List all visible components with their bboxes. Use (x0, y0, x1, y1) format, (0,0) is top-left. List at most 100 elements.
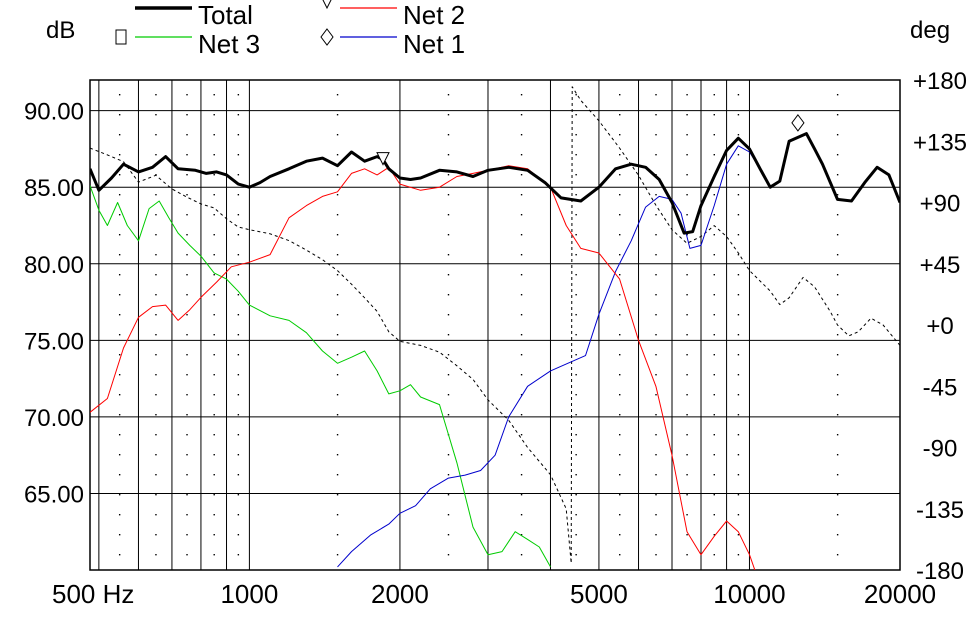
grid-dot (836, 434, 839, 436)
grid-dot (118, 354, 121, 356)
grid-dot (336, 314, 339, 316)
grid-dot (237, 414, 240, 416)
grid-dot (655, 274, 657, 276)
grid-dot (619, 314, 621, 316)
grid-dot (737, 234, 740, 236)
grid-dot (237, 114, 240, 116)
grid-dot (336, 174, 339, 176)
grid-dot (836, 274, 839, 276)
grid-dot (447, 534, 450, 536)
grid-dot (619, 514, 621, 516)
grid-dot (336, 194, 339, 196)
grid-dot (520, 474, 523, 476)
grid-dot (619, 234, 621, 236)
grid-dot (655, 134, 657, 136)
grid-dot (737, 454, 740, 456)
grid-dot (575, 254, 577, 256)
grid-dot (155, 394, 157, 396)
grid-dot (713, 454, 715, 456)
grid-dot (155, 134, 157, 136)
grid-dot (520, 214, 523, 216)
grid-dot (619, 274, 621, 276)
grid-dot (713, 154, 715, 156)
grid-dot (836, 314, 839, 316)
grid-dot (737, 354, 740, 356)
grid-dot (213, 394, 215, 396)
grid-dot (447, 494, 450, 496)
grid-dot (336, 294, 339, 296)
grid-dot (520, 434, 523, 436)
grid-dot (836, 394, 839, 396)
grid-dot (118, 114, 121, 116)
grid-dot (575, 314, 577, 316)
grid-dot (155, 274, 157, 276)
grid-dot (575, 514, 577, 516)
grid-dot (213, 234, 215, 236)
y-right-tick-label: +180 (913, 68, 967, 95)
grid-dot (619, 554, 621, 556)
grid-dot (447, 234, 450, 236)
grid-dot (737, 114, 740, 116)
grid-dot (118, 334, 121, 336)
grid-dot (237, 154, 240, 156)
series-line-phase (90, 86, 900, 564)
x-tick-label: 5000 (570, 579, 628, 609)
grid-dot (186, 334, 188, 336)
grid-dot (836, 134, 839, 136)
legend-marker (322, 0, 332, 10)
grid-dot (575, 94, 577, 96)
grid-dot (686, 494, 688, 496)
grid-dot (213, 354, 215, 356)
grid-dot (655, 394, 657, 396)
y-right-tick-label: +0 (926, 313, 953, 340)
grid-dot (336, 114, 339, 116)
grid-dot (155, 154, 157, 156)
grid-dot (686, 434, 688, 436)
grid-dot (713, 234, 715, 236)
y-left-tick-label: 90.00 (24, 99, 84, 126)
grid-dot (237, 334, 240, 336)
grid-dot (575, 234, 577, 236)
series-line-net-3 (90, 185, 551, 568)
grid-dot (737, 434, 740, 436)
grid-dot (575, 534, 577, 536)
grid-dot (520, 554, 523, 556)
grid-dot (118, 274, 121, 276)
grid-dot (237, 294, 240, 296)
grid-dot (447, 414, 450, 416)
grid-dot (686, 174, 688, 176)
grid-dot (447, 134, 450, 136)
grid-dot (118, 214, 121, 216)
legend-label: Net 3 (198, 29, 260, 59)
grid-dot (213, 334, 215, 336)
grid-dot (655, 474, 657, 476)
grid-dot (336, 554, 339, 556)
grid-dot (836, 494, 839, 496)
grid-dot (118, 494, 121, 496)
grid-dot (336, 94, 339, 96)
grid-dot (655, 254, 657, 256)
grid-dot (655, 314, 657, 316)
grid-dot (619, 474, 621, 476)
grid-dot (619, 94, 621, 96)
grid-dot (237, 434, 240, 436)
grid-dot (213, 134, 215, 136)
grid-dot (155, 454, 157, 456)
grid-dot (737, 374, 740, 376)
grid-dot (213, 454, 215, 456)
grid-dot (155, 494, 157, 496)
grid-dot (713, 434, 715, 436)
grid-dot (520, 374, 523, 376)
grid-dot (237, 94, 240, 96)
grid-dot (836, 294, 839, 296)
grid-dot (186, 514, 188, 516)
grid-dot (336, 434, 339, 436)
grid-dot (118, 394, 121, 396)
series-line-net-2 (90, 165, 756, 570)
grid-dot (447, 254, 450, 256)
grid-dot (686, 374, 688, 376)
grid-dot (655, 534, 657, 536)
grid-dot (213, 434, 215, 436)
grid-dot (155, 474, 157, 476)
